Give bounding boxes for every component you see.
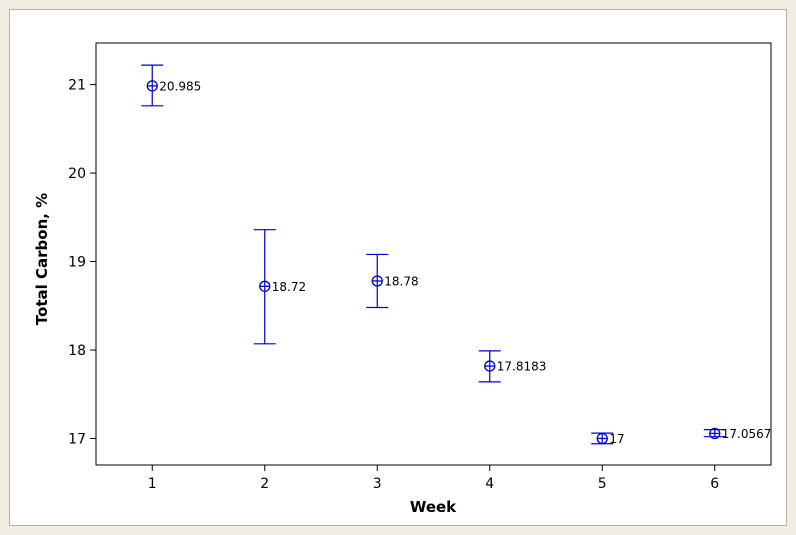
y-axis: 17 18 19 20 21 [68, 78, 96, 447]
y-tick-label: 18 [68, 343, 86, 359]
x-tick-label: 5 [598, 476, 607, 492]
x-tick-label: 1 [148, 476, 157, 492]
y-tick-label: 21 [68, 78, 86, 94]
y-tick-label: 19 [68, 255, 86, 271]
data-label: 18.72 [272, 280, 306, 294]
x-axis: 1 2 3 4 5 6 [148, 465, 719, 492]
plot-area [95, 42, 772, 466]
x-tick-label: 2 [260, 476, 269, 492]
x-tick-label: 3 [373, 476, 382, 492]
data-label: 17 [609, 432, 624, 446]
data-label: 18.78 [384, 274, 418, 288]
data-series: 20.985 18.72 18.78 17.8183 17 17.0567 [141, 64, 772, 446]
x-tick-label: 4 [485, 476, 494, 492]
x-tick-label: 6 [710, 476, 719, 492]
x-axis-title: Week [410, 498, 457, 516]
y-tick-label: 17 [68, 431, 86, 447]
data-label: 17.8183 [497, 360, 547, 374]
y-axis-title: Total Carbon, % [33, 193, 51, 325]
data-label: 20.985 [159, 79, 201, 93]
data-label: 17.0567 [722, 427, 772, 441]
y-tick-label: 20 [68, 166, 86, 182]
